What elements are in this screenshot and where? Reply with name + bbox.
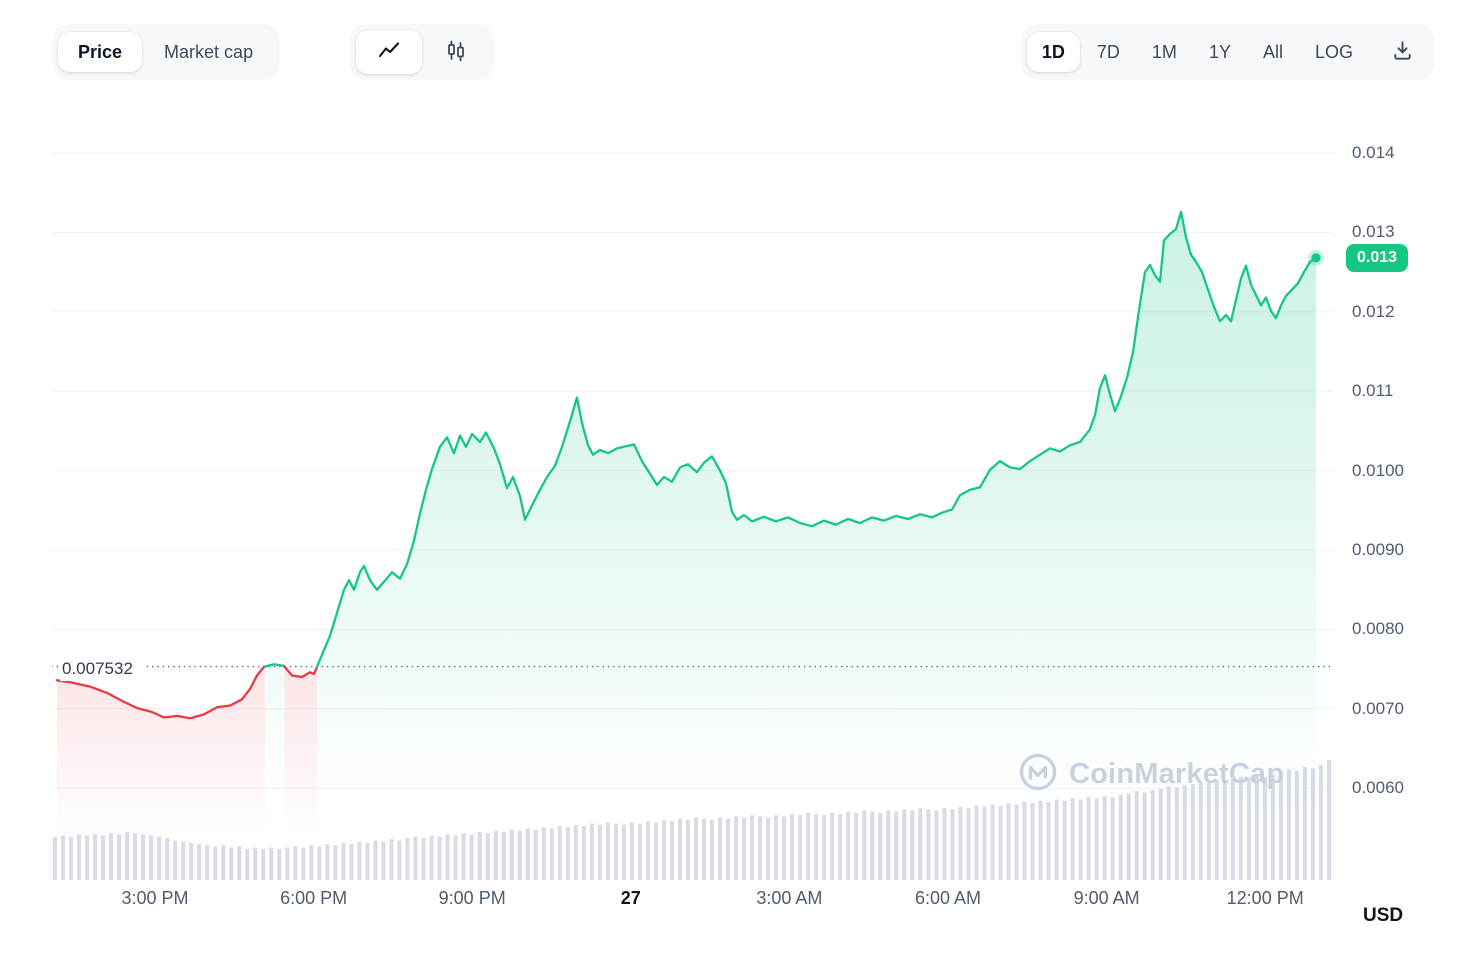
range-toggle: 1D 7D 1M 1Y All LOG — [1020, 24, 1434, 80]
range-button-all[interactable]: All — [1248, 32, 1298, 72]
last-price-dot — [1308, 249, 1324, 266]
x-axis-label: 6:00 PM — [280, 888, 348, 908]
download-icon — [1391, 39, 1414, 65]
line-chart-icon — [376, 39, 402, 66]
x-axis-label: 6:00 AM — [914, 888, 982, 908]
market-cap-tab[interactable]: Market cap — [144, 32, 273, 72]
range-button-1m[interactable]: 1M — [1137, 32, 1192, 72]
x-axis-label: 12:00 PM — [1226, 888, 1304, 908]
x-axis-label: 27 — [620, 888, 641, 908]
x-axis-label: 3:00 AM — [756, 888, 823, 908]
x-axis-label: 9:00 AM — [1073, 888, 1140, 908]
range-button-1y[interactable]: 1Y — [1194, 32, 1246, 72]
price-chart-svg[interactable] — [52, 133, 1334, 880]
candlestick-button[interactable] — [424, 30, 488, 74]
y-axis-label: 0.0060 — [1352, 778, 1404, 798]
y-axis-label: 0.0090 — [1352, 540, 1404, 559]
price-tab[interactable]: Price — [58, 32, 143, 72]
x-axis-label: 9:00 PM — [438, 888, 506, 908]
range-button-1d[interactable]: 1D — [1026, 32, 1080, 72]
download-button[interactable] — [1376, 30, 1428, 74]
y-axis-label: 0.012 — [1352, 301, 1395, 321]
area-fill — [57, 211, 1316, 880]
range-button-log[interactable]: LOG — [1300, 32, 1368, 72]
y-axis-label: 0.011 — [1352, 381, 1394, 401]
chart-type-toggle — [350, 24, 494, 80]
y-axis-label: 0.013 — [1352, 222, 1395, 242]
y-axis-label: 0.0100 — [1352, 460, 1404, 480]
currency-label: USD — [1363, 905, 1404, 926]
range-button-7d[interactable]: 7D — [1082, 32, 1135, 72]
y-axis-label: 0.0080 — [1352, 619, 1404, 639]
y-axis-label: 0.014 — [1352, 143, 1395, 162]
candlestick-icon — [444, 39, 468, 66]
last-price-badge: 0.013 — [1346, 243, 1409, 273]
x-axis-label: 3:00 PM — [121, 888, 189, 908]
open-price-label: 0.007532 — [60, 656, 143, 681]
line-chart-button[interactable] — [356, 30, 422, 74]
y-axis-label: 0.0070 — [1352, 698, 1404, 718]
price-line — [55, 210, 1318, 720]
metric-toggle: Price Market cap — [52, 24, 280, 80]
